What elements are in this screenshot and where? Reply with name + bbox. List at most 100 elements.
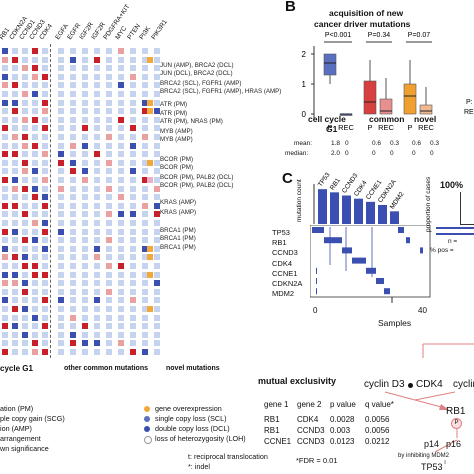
matrix-gene-label: CDKN2A: [272, 279, 303, 288]
mutual-header: p value: [330, 400, 356, 409]
x-tick-label: REC: [378, 123, 394, 132]
heatmap-cell: [142, 125, 148, 132]
heatmap-cell: [142, 134, 148, 140]
heatmap-cell: [130, 211, 136, 218]
heatmap-cell: [82, 168, 88, 175]
heatmap-cell: [142, 237, 148, 244]
heatmap-cell: [12, 263, 18, 269]
heatmap-cell: [22, 194, 28, 201]
heatmap-cell: [118, 297, 124, 304]
legend-right-item: loss of heterozygosity (LOH): [155, 434, 246, 443]
heatmap-cell: [12, 211, 18, 218]
heatmap-cell: [70, 48, 76, 54]
heatmap-cell: [58, 288, 64, 295]
heatmap-cell: [142, 168, 148, 175]
heatmap-cell: [94, 65, 100, 72]
heatmap-cell: [58, 237, 64, 244]
row-label: BRCA1 (PM): [160, 244, 196, 251]
heatmap-cell: [118, 151, 124, 158]
heatmap-cell: [94, 237, 100, 244]
heatmap-cell: [130, 65, 136, 72]
heatmap-cell: [94, 168, 100, 175]
heatmap-cell: [70, 134, 76, 140]
n-label: n =: [448, 238, 458, 245]
heatmap-cell: [70, 323, 76, 330]
x-axis-samples: Samples: [378, 318, 412, 328]
heatmap-cell: [106, 245, 112, 252]
legend-dot-icon: [144, 426, 150, 432]
heatmap-cell: [2, 142, 8, 149]
heatmap-cell: [94, 108, 100, 115]
heatmap-cell: [42, 116, 48, 123]
heatmap-cell: [58, 108, 64, 115]
heatmap-cell: [42, 73, 48, 80]
heatmap-cell: [42, 168, 48, 175]
heatmap-cell: [58, 99, 64, 106]
matrix-right-bar: [436, 227, 474, 229]
panel-b-title-line1: acquisition of new: [329, 8, 404, 18]
legend-dot-icon: [144, 406, 150, 412]
p-value-label: P=0.07: [408, 32, 430, 39]
heatmap-cell: [12, 91, 18, 97]
heatmap-cell: [32, 237, 38, 244]
group-name-cell-cycle: cell cycle: [308, 114, 346, 124]
mutual-cell: CCND3: [297, 426, 325, 435]
heatmap-cell: [2, 280, 8, 287]
heatmap-cell: [32, 349, 38, 355]
heatmap-cell: [118, 331, 124, 338]
heatmap-cell: [22, 48, 28, 54]
matrix-gene-label: CCND3: [272, 248, 298, 258]
heatmap-cell: [130, 323, 136, 330]
bar: [354, 198, 363, 224]
x-tick-label: P: [327, 123, 332, 132]
heatmap-cell: [142, 331, 148, 338]
heatmap-cell: [42, 108, 48, 115]
heatmap-cell: [22, 202, 28, 209]
heatmap-cell: [142, 142, 148, 149]
heatmap-cell: [94, 271, 100, 278]
heatmap-cell: [58, 168, 64, 175]
heatmap-cell: [2, 48, 8, 54]
heatmap-cell: [94, 349, 100, 355]
heatmap-cell: [130, 159, 136, 166]
heatmap-cell: [82, 263, 88, 269]
heatmap-cell: [32, 297, 38, 304]
bar: [378, 205, 387, 224]
heatmap-cell: [2, 91, 8, 97]
heatmap-cell: [42, 159, 48, 166]
row-label: BRCA2 (SCL), FGFR1 (AMP): [160, 80, 242, 87]
cyclin-d3-label: cyclin D3: [364, 379, 405, 390]
heatmap-cell: [42, 237, 48, 244]
heatmap-cell: [42, 99, 48, 106]
heatmap-cell: [130, 306, 136, 312]
heatmap-cell: [22, 349, 28, 355]
heatmap-cell: [106, 297, 112, 304]
row-label: ATR (PM): [160, 101, 188, 108]
heatmap-cell: [142, 99, 148, 106]
mutual-cell: CDK4: [297, 415, 319, 424]
mutual-header: q value*: [365, 400, 394, 409]
heatmap-cell: [58, 263, 64, 269]
heatmap-cell: [94, 280, 100, 287]
heatmap-cell: [22, 297, 28, 304]
heatmap-cell: [12, 314, 18, 321]
heatmap-cell: [12, 73, 18, 80]
heatmap-cell: [142, 314, 148, 321]
heatmap-cell: [22, 65, 28, 72]
heatmap-cell: [106, 306, 112, 312]
rb1-label: RB1: [446, 406, 466, 417]
heatmap-cell: [58, 177, 64, 183]
heatmap-cell: [12, 271, 18, 278]
heatmap-cell: [70, 280, 76, 287]
heatmap-cell: [42, 280, 48, 287]
heatmap-cell: [130, 331, 136, 338]
row-label: ATR (PM): [160, 110, 188, 117]
heatmap-cell: [118, 65, 124, 72]
p-value-label: P=0.34: [368, 32, 390, 39]
heatmap-cell: [42, 314, 48, 321]
matrix-frame: [310, 225, 431, 298]
matrix-tick-mark: [316, 267, 317, 274]
cdk4-label: CDK4: [416, 379, 443, 390]
heatmap-cell: [154, 245, 160, 252]
legend-right-item: gene overexpression: [155, 404, 222, 413]
